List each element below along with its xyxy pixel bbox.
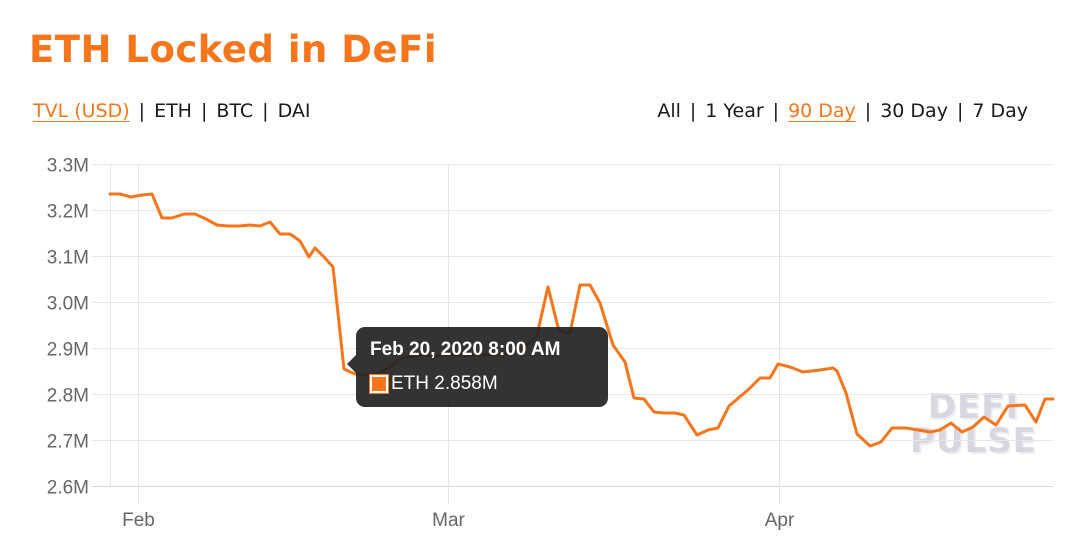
tooltip-series: ETH	[391, 373, 429, 394]
range-1-year[interactable]: 1 Year	[705, 100, 764, 122]
separator: |	[262, 100, 269, 122]
separator: |	[138, 100, 146, 122]
tooltip-value: 2.858M	[434, 373, 498, 394]
watermark-line1: DEFI	[927, 387, 1020, 427]
range-all[interactable]: All	[657, 100, 681, 122]
x-tick-label: Apr	[765, 510, 795, 531]
y-axis: 2.6M 2.7M 2.8M 2.9M 3.0M 3.1M 3.2M 3.3M	[47, 156, 89, 499]
tab-eth[interactable]: ETH	[154, 100, 192, 122]
y-tick-label: 2.6M	[47, 478, 89, 499]
eth-series-line[interactable]	[108, 192, 1055, 448]
range-90-day[interactable]: 90 Day	[788, 100, 856, 122]
series-swatch-icon	[369, 374, 389, 394]
tooltip-row: ETH 2.858M	[369, 373, 498, 395]
x-tick-label: Mar	[432, 510, 465, 531]
y-tick-label: 3.3M	[47, 156, 89, 177]
y-tick-label: 2.9M	[47, 340, 89, 361]
y-tick-label: 3.0M	[47, 294, 89, 315]
y-tick-label: 2.8M	[47, 386, 89, 407]
y-tick-label: 3.2M	[47, 202, 89, 223]
y-tick-label: 3.1M	[47, 248, 89, 269]
separator: |	[956, 100, 964, 122]
x-tick-label: Feb	[122, 510, 155, 531]
tab-dai[interactable]: DAI	[277, 100, 311, 122]
x-axis: Feb Mar Apr	[122, 510, 795, 531]
metric-tabs: TVL (USD) | ETH | BTC | DAI	[33, 100, 310, 122]
separator: |	[864, 100, 872, 122]
range-tabs: All | 1 Year | 90 Day | 30 Day | 7 Day	[657, 100, 1028, 122]
y-tick-label: 2.7M	[47, 432, 89, 453]
separator: |	[689, 100, 697, 122]
page-title: ETH Locked in DeFi	[29, 28, 438, 71]
separator: |	[200, 100, 208, 122]
range-30-day[interactable]: 30 Day	[880, 100, 948, 122]
chart-tooltip: Feb 20, 2020 8:00 AM ETH 2.858M	[347, 327, 608, 407]
separator: |	[772, 100, 780, 122]
tab-btc[interactable]: BTC	[216, 100, 254, 122]
tab-tvl-usd[interactable]: TVL (USD)	[33, 100, 130, 122]
range-7-day[interactable]: 7 Day	[972, 100, 1028, 122]
tooltip-date: Feb 20, 2020 8:00 AM	[370, 339, 561, 360]
